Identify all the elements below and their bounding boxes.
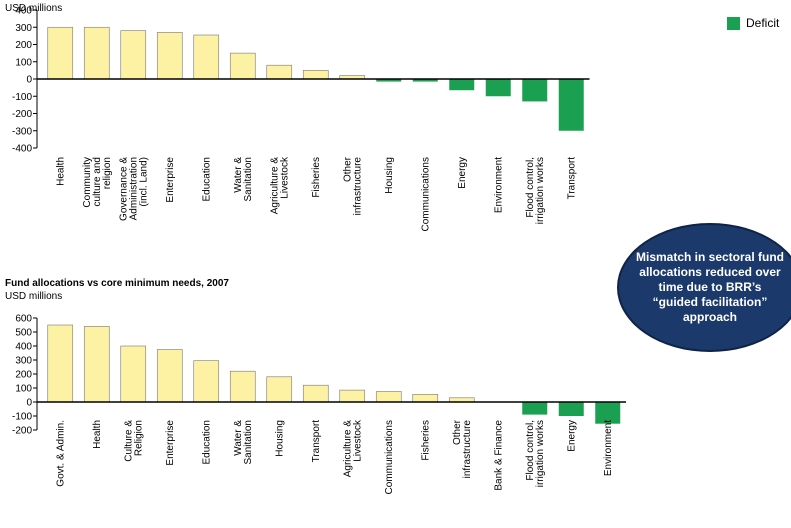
y-tick-label: 400 [15, 6, 32, 17]
x-tick-label: Communications [384, 420, 395, 494]
bar [266, 376, 293, 403]
x-tick-label: Govt. & Admin. [55, 420, 66, 487]
callout-bubble: Mismatch in sectoral fund allocations re… [617, 223, 791, 352]
x-tick-label: Transport [566, 157, 577, 200]
bar [412, 79, 438, 82]
x-tick-label: Health [92, 420, 103, 449]
x-tick-label: Fisheries [420, 420, 431, 461]
x-tick-label: Communications [420, 157, 431, 231]
callout-text: Mismatch in sectoral fund allocations re… [635, 250, 785, 324]
bar [47, 26, 74, 80]
bar [83, 326, 110, 403]
bar [193, 34, 220, 80]
x-tick-label: Energy [566, 420, 577, 452]
bar [376, 79, 402, 82]
bar [229, 370, 256, 403]
bar [302, 70, 329, 80]
x-tick-label: Housing [384, 157, 395, 194]
x-tick-label: Health [55, 157, 66, 186]
y-tick-label: 600 [15, 314, 32, 325]
x-tick-label: Agriculture &Livestock [269, 156, 290, 214]
legend: Deficit [727, 16, 779, 30]
bar [522, 79, 548, 102]
bar [193, 360, 220, 403]
x-tick-label: Flood control,irrigation works [525, 157, 546, 224]
x-tick-label: Otherinfrastructure [342, 156, 363, 215]
x-tick-label: Enterprise [165, 157, 176, 203]
x-tick-label: Agriculture &Livestock [342, 419, 363, 477]
x-tick-label: Environment [493, 157, 504, 213]
x-tick-label: Environment [603, 420, 614, 476]
x-tick-label: Otherinfrastructure [452, 419, 473, 478]
y-tick-label: 0 [26, 398, 32, 409]
y-tick-label: 300 [15, 23, 32, 34]
bar [266, 64, 293, 80]
bar [375, 391, 402, 403]
x-tick-label: Governance &Administration(incl. Land) [118, 157, 149, 221]
x-tick-label: Communityculture andreligion [82, 157, 113, 208]
y-axis-label: USD millions [5, 3, 62, 14]
bar [120, 345, 147, 403]
bar [412, 393, 439, 403]
x-tick-label: Education [201, 157, 212, 201]
y-tick-label: -100 [12, 412, 32, 423]
x-tick-label: Flood control,irrigation works [525, 420, 546, 487]
y-tick-label: 200 [15, 370, 32, 381]
chart-2: Fund allocations vs core minimum needs, … [5, 278, 626, 494]
bar [156, 32, 183, 80]
legend-label-deficit: Deficit [746, 16, 780, 30]
bar [83, 26, 110, 80]
y-tick-label: -200 [12, 109, 32, 120]
y-tick-label: 200 [15, 40, 32, 51]
chart-title: Fund allocations vs core minimum needs, … [5, 278, 229, 289]
bar [156, 349, 183, 403]
y-tick-label: 400 [15, 342, 32, 353]
bar [339, 389, 366, 403]
y-tick-label: 0 [26, 75, 32, 86]
bar [120, 30, 147, 80]
x-tick-label: Culture &Religion [123, 420, 144, 462]
y-tick-label: -200 [12, 426, 32, 437]
bar [449, 79, 475, 91]
x-tick-label: Energy [457, 157, 468, 189]
x-tick-label: Education [201, 420, 212, 464]
bar [47, 324, 74, 403]
y-tick-label: -100 [12, 92, 32, 103]
bar [558, 79, 584, 131]
x-tick-label: Water &Sanitation [233, 420, 254, 465]
y-tick-label: 100 [15, 384, 32, 395]
y-tick-label: 100 [15, 57, 32, 68]
x-tick-label: Water &Sanitation [233, 157, 254, 202]
legend-swatch-deficit [727, 16, 740, 30]
x-tick-label: Enterprise [165, 420, 176, 466]
y-tick-label: -300 [12, 126, 32, 137]
x-tick-label: Fisheries [311, 157, 322, 198]
bar [558, 402, 584, 416]
y-axis-label: USD millions [5, 291, 62, 302]
x-tick-label: Transport [311, 420, 322, 463]
bar [595, 402, 621, 424]
bar [485, 79, 511, 97]
x-tick-label: Bank & Finance [493, 420, 504, 491]
x-tick-label: Housing [274, 420, 285, 457]
bar [229, 52, 256, 80]
y-tick-label: 300 [15, 356, 32, 367]
bar [302, 384, 329, 403]
y-tick-label: -400 [12, 144, 32, 155]
y-tick-label: 500 [15, 328, 32, 339]
bar [522, 402, 548, 415]
